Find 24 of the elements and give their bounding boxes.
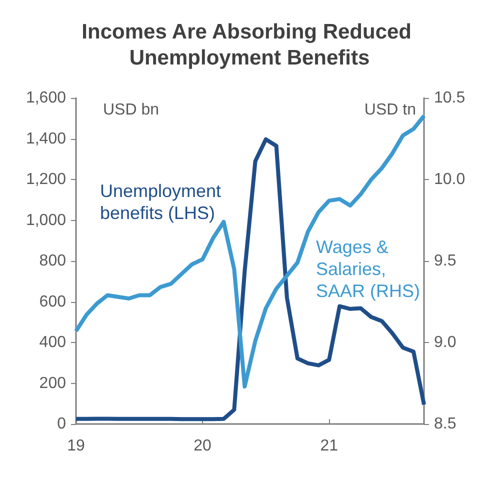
- series-label: Wages & Salaries, SAAR (RHS): [316, 237, 420, 301]
- y2-tick-label: 10.5: [434, 90, 466, 106]
- y-tick-label: 600: [39, 293, 66, 310]
- y2-tick-label: 10.0: [434, 171, 466, 188]
- series-label: Unemployment benefits (LHS): [100, 181, 226, 223]
- line-series: [74, 114, 426, 389]
- x-tick-label: 19: [67, 438, 85, 454]
- y-tick-label: 1,400: [26, 130, 66, 148]
- y2-axis-title: USD tn: [364, 102, 416, 118]
- y-tick-label: 1,600: [26, 90, 66, 106]
- y2-tick-label: 9.0: [434, 334, 456, 351]
- chart-title: Incomes Are Absorbing Reduced Unemployment Benefits: [82, 20, 418, 70]
- y-tick-label: 0: [57, 416, 66, 432]
- x-tick-label: 21: [320, 438, 338, 454]
- y-axis-title: USD bn: [103, 102, 160, 118]
- y2-tick-label: 9.5: [434, 252, 456, 270]
- x-tick-label: 20: [194, 438, 212, 454]
- y-tick-label: 1,000: [26, 212, 66, 229]
- line-series: [74, 137, 426, 422]
- y-tick-label: 400: [39, 334, 66, 351]
- y-tick-label: 200: [39, 374, 66, 392]
- y-tick-label: 800: [39, 252, 66, 270]
- y2-tick-label: 8.5: [434, 416, 456, 432]
- y-tick-label: 1,200: [26, 171, 66, 188]
